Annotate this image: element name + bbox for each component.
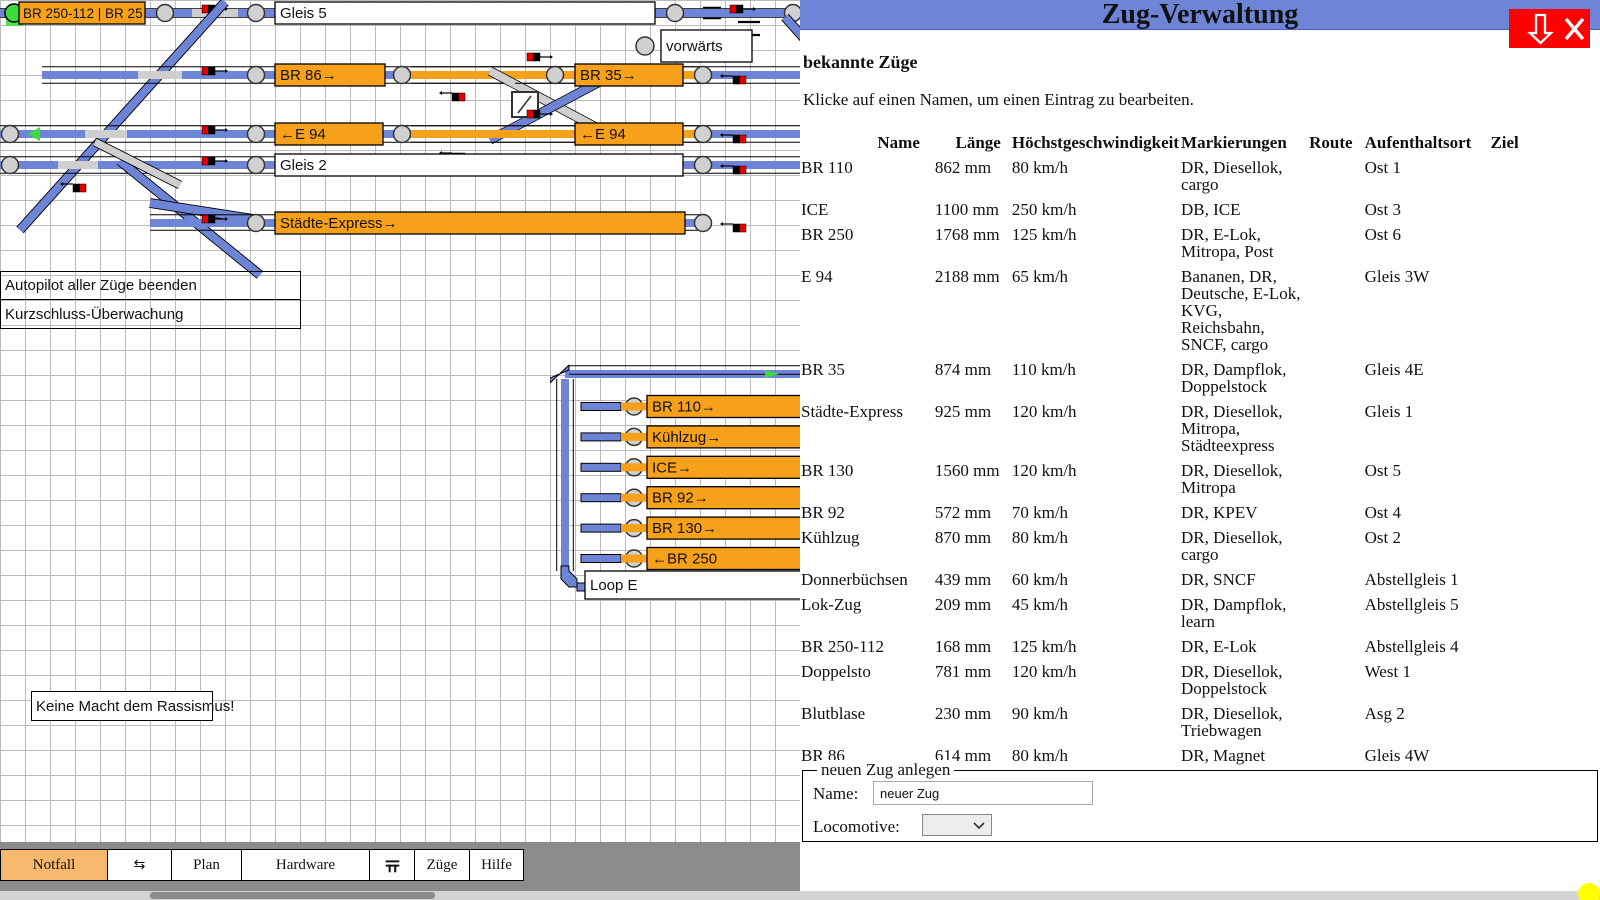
svg-text:Kühlzug→: Kühlzug→: [652, 429, 721, 446]
svg-text:BR 250-112 | BR 25: BR 250-112 | BR 25: [23, 6, 143, 21]
svg-text:←E 94: ←E 94: [580, 126, 626, 143]
svg-text:BR 92→: BR 92→: [652, 490, 709, 507]
svg-text:BR 130→: BR 130→: [652, 520, 717, 537]
svg-text:ICE→: ICE→: [652, 459, 692, 476]
svg-text:BR 110→: BR 110→: [652, 399, 716, 416]
svg-text:vorwärts: vorwärts: [666, 38, 723, 55]
svg-text:BR 35→: BR 35→: [580, 67, 637, 84]
svg-text:←BR 250: ←BR 250: [652, 551, 717, 568]
svg-text:Gleis 5: Gleis 5: [280, 5, 327, 22]
svg-text:Städte-Express→: Städte-Express→: [280, 215, 398, 232]
svg-text:←E 94: ←E 94: [280, 126, 326, 143]
svg-text:BR 86→: BR 86→: [280, 67, 337, 84]
svg-text:Gleis 2: Gleis 2: [280, 157, 327, 174]
svg-text:Loop E: Loop E: [590, 577, 638, 594]
